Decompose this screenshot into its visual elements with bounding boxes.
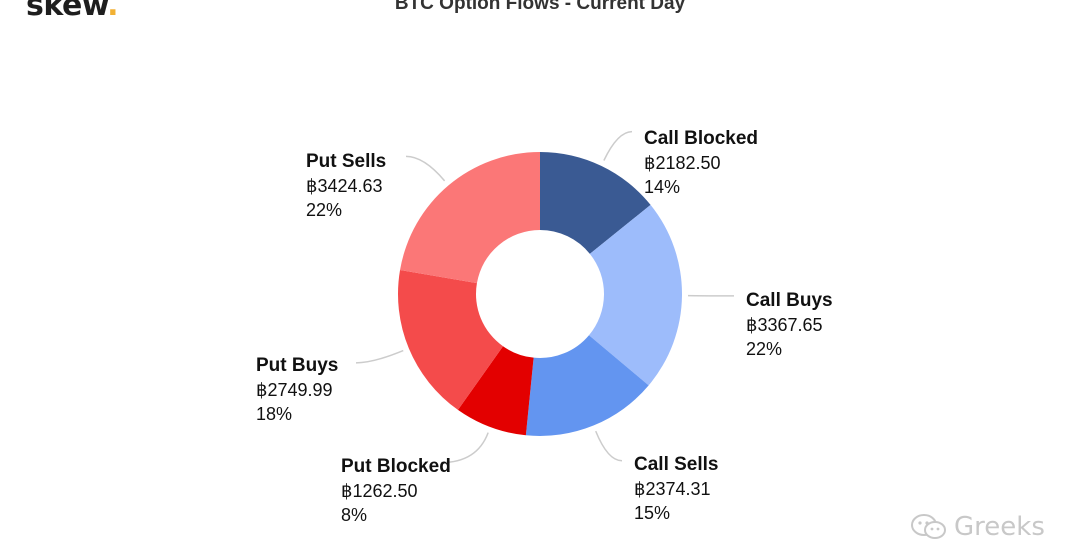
- watermark-text: Greeks: [954, 512, 1045, 542]
- slice-call-blocked: [540, 152, 651, 254]
- leader-line-call-sells: [595, 430, 623, 462]
- leader-line-call-blocked: [603, 130, 633, 161]
- label-percent-put-sells: 22%: [306, 200, 342, 220]
- label-value-put-blocked: ฿1262.50: [341, 481, 418, 501]
- slice-put-blocked: [457, 346, 534, 436]
- slice-call-buys: [588, 204, 682, 386]
- logo-dot: .: [107, 0, 119, 23]
- slice-put-buys: [398, 269, 504, 410]
- slice-put-sells: [400, 152, 540, 284]
- leader-line-put-sells: [405, 155, 446, 182]
- leader-line-put-buys: [355, 349, 404, 364]
- label-percent-call-blocked: 14%: [644, 177, 680, 197]
- wechat-icon: [911, 514, 946, 539]
- label-percent-call-sells: 15%: [634, 503, 670, 523]
- label-name-call-blocked: Call Blocked: [644, 128, 758, 149]
- label-value-call-blocked: ฿2182.50: [644, 153, 721, 173]
- skew-logo: skew.: [26, 0, 119, 23]
- label-percent-call-buys: 22%: [746, 339, 782, 359]
- label-value-put-buys: ฿2749.99: [256, 380, 333, 400]
- label-value-call-buys: ฿3367.65: [746, 315, 823, 335]
- label-name-put-sells: Put Sells: [306, 151, 386, 172]
- leader-line-put-blocked: [440, 432, 489, 464]
- watermark: Greeks: [910, 512, 1045, 542]
- chart-title: BTC Option Flows - Current Day: [394, 0, 686, 14]
- label-name-put-blocked: Put Blocked: [341, 456, 451, 477]
- slice-call-sells: [525, 335, 649, 436]
- label-name-put-buys: Put Buys: [256, 355, 338, 376]
- label-percent-put-blocked: 8%: [341, 505, 367, 525]
- label-name-call-buys: Call Buys: [746, 290, 833, 311]
- label-percent-put-buys: 18%: [256, 404, 292, 424]
- logo-text: skew: [26, 0, 108, 23]
- label-name-call-sells: Call Sells: [634, 454, 719, 475]
- label-value-call-sells: ฿2374.31: [634, 479, 711, 499]
- label-value-put-sells: ฿3424.63: [306, 176, 383, 196]
